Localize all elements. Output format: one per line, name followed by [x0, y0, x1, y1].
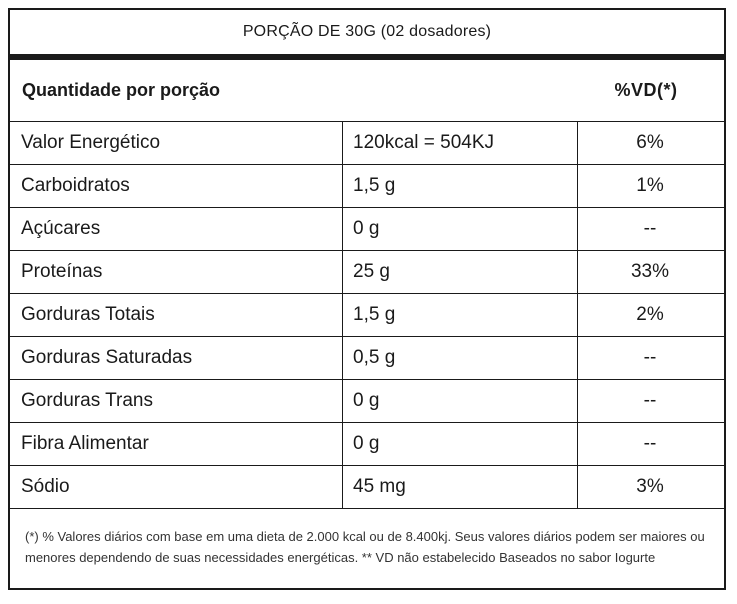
nutrition-facts-table: PORÇÃO DE 30G (02 dosadores) Quantidade … [8, 8, 726, 590]
nutrient-vd: 1% [577, 164, 724, 208]
nutrient-vd: 2% [577, 293, 724, 337]
nutrient-vd: 33% [577, 250, 724, 294]
table-row: Gorduras Totais 1,5 g 2% [10, 293, 724, 337]
header-quantity-label: Quantidade por porção [22, 80, 221, 100]
nutrient-vd: -- [577, 422, 724, 466]
nutrient-name: Fibra Alimentar [10, 422, 343, 466]
table-row: Gorduras Trans 0 g -- [10, 379, 724, 423]
nutrient-name: Valor Energético [10, 122, 343, 165]
nutrient-name: Sódio [10, 465, 343, 509]
footnote: (*) % Valores diários com base em uma di… [25, 529, 705, 565]
nutrient-quantity: 1,5 g [342, 164, 578, 208]
nutrient-quantity: 0,5 g [342, 336, 578, 380]
nutrient-quantity: 0 g [342, 422, 578, 466]
nutrient-vd: 6% [577, 122, 724, 165]
portion-size: PORÇÃO DE 30G (02 dosadores) [242, 23, 492, 40]
nutrient-vd: -- [577, 379, 724, 423]
table-row: Gorduras Saturadas 0,5 g -- [10, 336, 724, 380]
nutrients-table: Valor Energético 120kcal = 504KJ 6% Carboid… [10, 122, 724, 509]
table-row: Proteínas 25 g 33% [10, 250, 724, 294]
table-row: Açúcares 0 g -- [10, 207, 724, 251]
nutrient-vd: 3% [577, 465, 724, 509]
nutrient-quantity: 120kcal = 504KJ [342, 122, 578, 165]
nutrient-quantity: 0 g [342, 207, 578, 251]
nutrient-name: Gorduras Saturadas [10, 336, 343, 380]
table-row: Valor Energético 120kcal = 504KJ 6% [10, 122, 724, 165]
nutrient-name: Gorduras Trans [10, 379, 343, 423]
table-row: Carboidratos 1,5 g 1% [10, 164, 724, 208]
nutrient-quantity: 0 g [342, 379, 578, 423]
nutrient-quantity: 25 g [342, 250, 578, 294]
thick-divider [10, 54, 724, 60]
nutrient-name: Açúcares [10, 207, 343, 251]
table-header: Quantidade por porção %VD(*) [10, 60, 724, 122]
nutrient-name: Proteínas [10, 250, 343, 294]
nutrient-name: Gorduras Totais [10, 293, 343, 337]
nutrient-name: Carboidratos [10, 164, 343, 208]
header-vd-label: %VD(*) [614, 80, 678, 100]
nutrient-vd: -- [577, 207, 724, 251]
nutrient-quantity: 45 mg [342, 465, 578, 509]
nutrient-vd: -- [577, 336, 724, 380]
nutrient-quantity: 1,5 g [342, 293, 578, 337]
table-row: Fibra Alimentar 0 g -- [10, 422, 724, 466]
table-row: Sódio 45 mg 3% [10, 465, 724, 509]
